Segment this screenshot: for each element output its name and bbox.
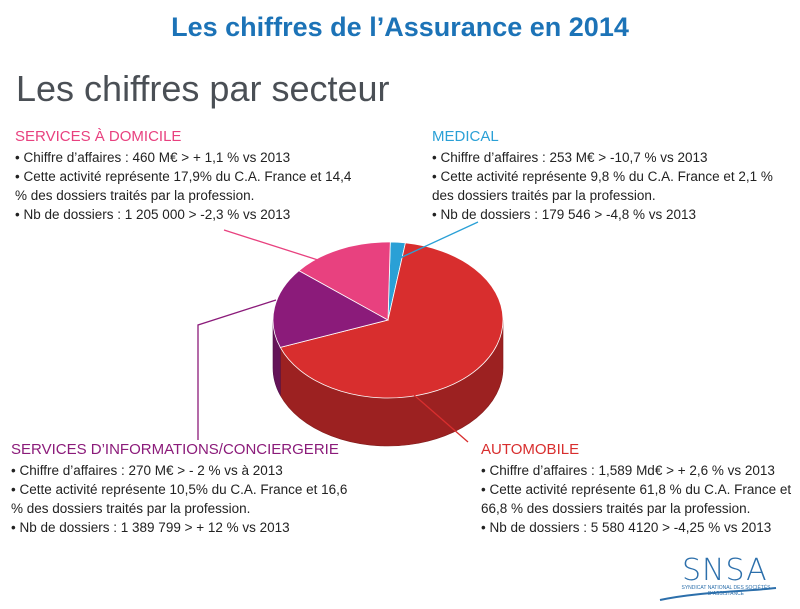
sector-block-auto: AUTOMOBILE • Chiffre d’affaires : 1,589 … [481, 440, 793, 537]
sector-line: • Nb de dossiers : 1 205 000 > -2,3 % vs… [15, 207, 291, 222]
leader-line-domicile [223, 229, 319, 261]
snsa-logo [659, 587, 777, 601]
leader-line-info [197, 299, 277, 440]
sector-block-medical: MEDICAL • Chiffre d’affaires : 253 M€ > … [432, 127, 782, 224]
sector-line: • Cette activité représente 10,5% du C.A… [11, 482, 348, 516]
sector-line: • Chiffre d’affaires : 253 M€ > -10,7 % … [432, 150, 708, 165]
sector-line: • Chiffre d’affaires : 460 M€ > + 1,1 % … [15, 150, 291, 165]
sector-heading-auto: AUTOMOBILE [481, 441, 580, 458]
section-subtitle: Les chiffres par secteur [16, 68, 390, 109]
sector-line: • Chiffre d’affaires : 1,589 Md€ > + 2,6… [481, 463, 775, 478]
sector-line: • Nb de dossiers : 5 580 4120 > -4,25 % … [481, 520, 772, 535]
sector-block-info: SERVICES D’INFORMATIONS/CONCIERGERIE • C… [11, 440, 351, 537]
sector-line: • Nb de dossiers : 179 546 > -4,8 % vs 2… [432, 207, 697, 222]
sector-line: • Cette activité représente 17,9% du C.A… [15, 169, 352, 203]
logo-name: SNSA [682, 553, 768, 588]
sector-line: • Nb de dossiers : 1 389 799 > + 12 % vs… [11, 520, 290, 535]
sector-heading-domicile: SERVICES À DOMICILE [15, 128, 182, 145]
sector-heading-info: SERVICES D’INFORMATIONS/CONCIERGERIE [11, 441, 339, 458]
sector-line: • Cette activité représente 9,8 % du C.A… [432, 169, 773, 203]
sector-line: • Cette activité représente 61,8 % du C.… [481, 482, 792, 516]
sector-line: • Chiffre d’affaires : 270 M€ > - 2 % vs… [11, 463, 283, 478]
pie-slice-auto [279, 242, 504, 399]
sector-heading-medical: MEDICAL [432, 128, 499, 145]
leader-line-auto [413, 394, 469, 443]
leader-lines [197, 221, 479, 443]
pie-slice-info [272, 270, 390, 348]
sector-block-domicile: SERVICES À DOMICILE • Chiffre d’affaires… [15, 127, 365, 224]
pie-group [272, 241, 504, 447]
logo-tagline: SYNDICAT NATIONAL DES SOCIÉTÉS D’ASSISTA… [681, 585, 771, 597]
page-title: Les chiffres de l’Assurance en 2014 [171, 12, 629, 42]
pie-slice-domicile [298, 241, 391, 321]
leader-line-medical [399, 221, 479, 259]
